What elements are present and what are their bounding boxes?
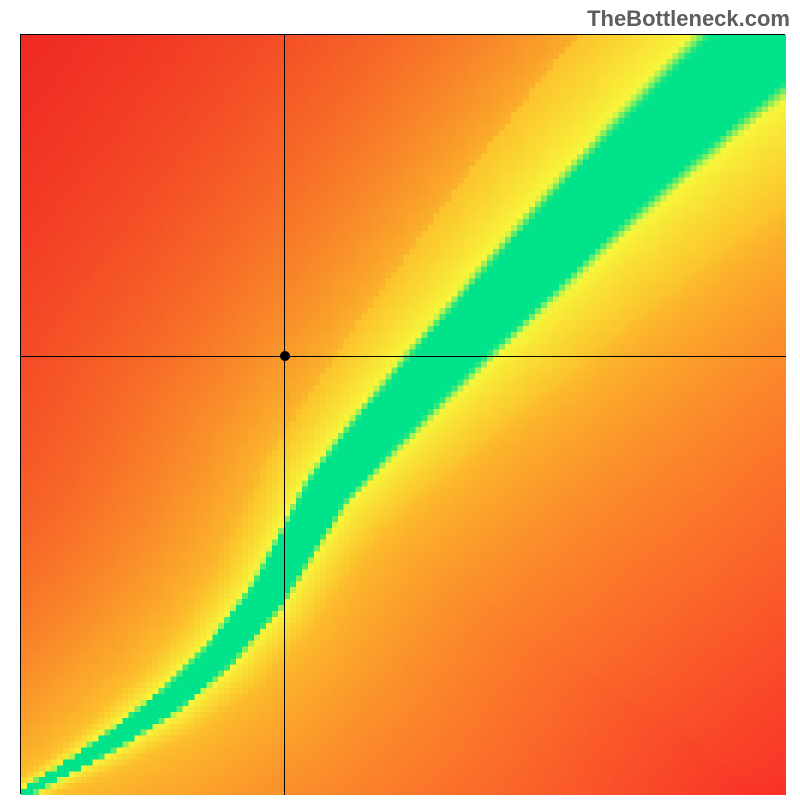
- crosshair-vertical: [284, 35, 285, 795]
- crosshair-horizontal: [21, 356, 786, 357]
- heatmap-canvas: [21, 35, 786, 795]
- crosshair-marker: [280, 351, 290, 361]
- watermark-text: TheBottleneck.com: [587, 6, 790, 32]
- heatmap-plot: [20, 34, 785, 794]
